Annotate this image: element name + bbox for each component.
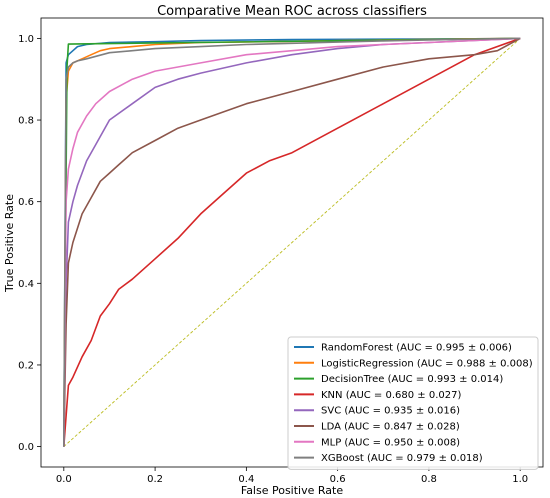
x-tick-label: 0.2 <box>147 474 163 485</box>
y-axis-label: True Positive Rate <box>3 194 16 293</box>
y-tick-label: 0.8 <box>18 116 34 127</box>
y-tick-label: 0.2 <box>18 360 34 371</box>
x-tick-label: 0.6 <box>330 474 346 485</box>
chance-diagonal-line <box>63 38 521 447</box>
x-tick-label: 1.0 <box>512 474 528 485</box>
y-tick-label: 0.6 <box>18 197 34 208</box>
series-line-5 <box>63 37 521 447</box>
legend-label-6: MLP (AUC = 0.950 ± 0.008) <box>321 437 460 448</box>
x-tick-label: 0.4 <box>238 474 254 485</box>
legend-label-3: KNN (AUC = 0.680 ± 0.027) <box>321 390 461 401</box>
series-line-7 <box>63 37 521 447</box>
legend-label-5: LDA (AUC = 0.847 ± 0.028) <box>321 422 460 433</box>
y-tick-label: 0.4 <box>18 279 34 290</box>
legend-label-1: LogisticRegression (AUC = 0.988 ± 0.008) <box>321 358 533 369</box>
legend-label-2: DecisionTree (AUC = 0.993 ± 0.014) <box>321 374 503 385</box>
series-line-6 <box>63 37 521 447</box>
y-tick-label: 0.0 <box>18 442 34 453</box>
legend: RandomForest (AUC = 0.995 ± 0.006) Logist… <box>287 336 539 470</box>
legend-label-4: SVC (AUC = 0.935 ± 0.016) <box>321 406 460 417</box>
legend-box <box>287 336 539 470</box>
series-line-3 <box>63 37 521 447</box>
y-tick-label: 1.0 <box>18 34 34 45</box>
legend-label-7: XGBoost (AUC = 0.979 ± 0.018) <box>321 453 483 464</box>
x-axis-label: False Positive Rate <box>241 484 343 497</box>
x-tick-label: 0.8 <box>421 474 437 485</box>
legend-label-0: RandomForest (AUC = 0.995 ± 0.006) <box>321 343 512 354</box>
x-tick-label: 0.0 <box>56 474 72 485</box>
chart-title: Comparative Mean ROC across classifiers <box>157 4 427 19</box>
